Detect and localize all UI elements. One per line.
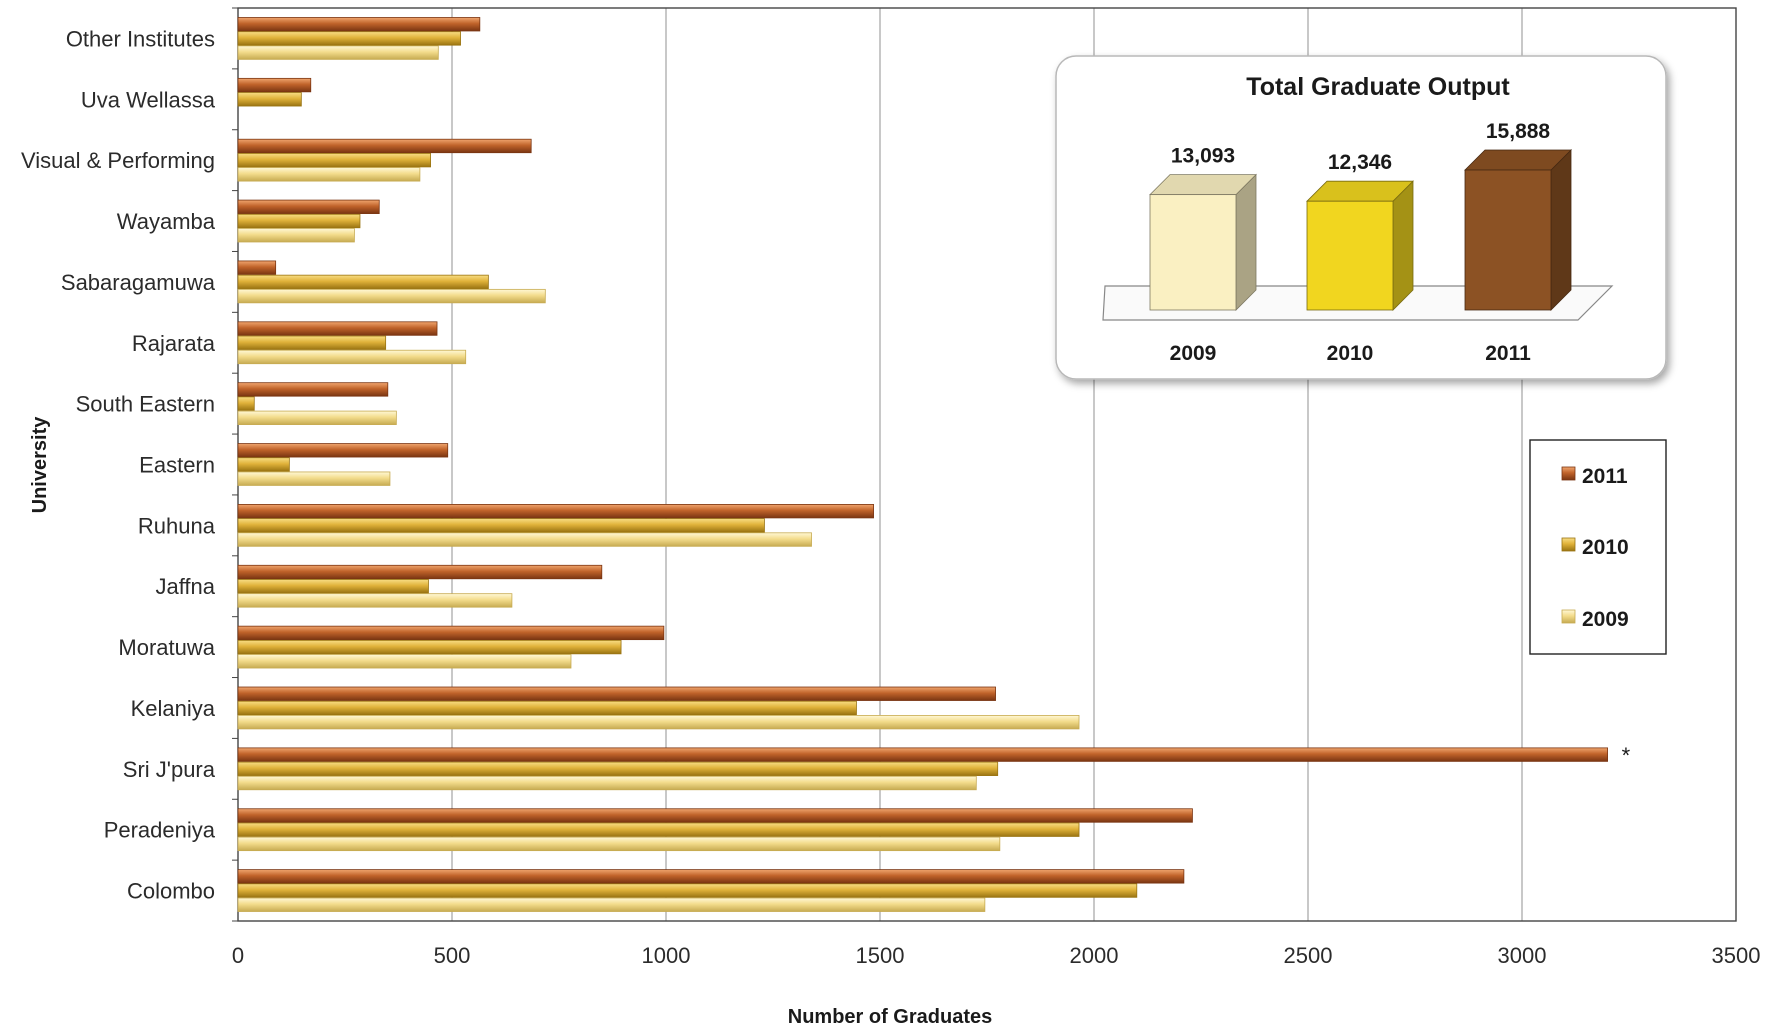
bar-2011 — [238, 626, 664, 640]
legend-swatch-2010 — [1562, 538, 1575, 551]
bar-2011 — [238, 139, 531, 153]
bar-2009 — [238, 46, 438, 60]
bar-2010 — [238, 32, 461, 46]
bar-2010 — [238, 579, 428, 593]
x-tick-label: 2000 — [1070, 943, 1119, 968]
category-label: Kelaniya — [131, 696, 216, 721]
bar-2011 — [238, 870, 1184, 884]
bar-2011 — [238, 687, 996, 701]
bar-2010 — [238, 458, 289, 472]
bar-2009 — [238, 472, 390, 486]
bar-2010 — [238, 93, 301, 107]
inset-year-label: 2010 — [1327, 342, 1374, 365]
inset-bar-side — [1551, 150, 1571, 310]
bar-2011 — [238, 78, 311, 92]
bar-2011 — [238, 383, 388, 397]
legend-swatch-2009 — [1562, 610, 1575, 623]
bar-2010 — [238, 640, 621, 654]
bar-2009 — [238, 168, 420, 182]
bar-2010 — [238, 336, 386, 350]
bar-2011 — [238, 444, 448, 458]
bar-2009 — [238, 533, 812, 547]
bar-2009 — [238, 289, 545, 303]
legend-label-2011: 2011 — [1582, 465, 1628, 488]
x-axis-title: Number of Graduates — [788, 1006, 992, 1028]
bar-2009 — [238, 411, 396, 425]
category-label: South Eastern — [76, 392, 215, 417]
inset-bar-2010 — [1307, 201, 1393, 310]
inset-value-label: 12,346 — [1328, 151, 1392, 174]
inset-title: Total Graduate Output — [1246, 73, 1510, 101]
inset-year-label: 2011 — [1485, 342, 1531, 365]
bar-2010 — [238, 153, 431, 167]
bar-2011 — [238, 565, 602, 579]
inset-value-label: 15,888 — [1486, 120, 1551, 143]
category-label: Sabaragamuwa — [61, 270, 216, 295]
bar-2011 — [238, 504, 874, 517]
legend-label-2010: 2010 — [1582, 536, 1629, 559]
bar-2009 — [238, 228, 354, 242]
category-label: Visual & Performing — [21, 148, 215, 173]
bar-2011 — [238, 261, 276, 275]
x-tick-labels: 0 500 1000 1500 2000 2500 3000 3500 — [232, 943, 1761, 968]
category-label: Sri J'pura — [123, 757, 216, 782]
x-tick-label: 1000 — [642, 943, 691, 968]
bar-2010 — [238, 762, 998, 776]
annotation-asterisk: * — [1622, 743, 1631, 768]
bar-2010 — [238, 884, 1137, 898]
bar-2009 — [238, 837, 1000, 851]
bar-2010 — [238, 701, 856, 715]
x-tick-label: 1500 — [856, 943, 905, 968]
category-label: Eastern — [139, 453, 215, 478]
legend-label-2009: 2009 — [1582, 608, 1629, 631]
inset-chart: Total Graduate Output 13,093 2009 12,346 20… — [1056, 56, 1666, 379]
x-tick-label: 3500 — [1712, 943, 1761, 968]
bar-2010 — [238, 275, 488, 289]
bar-2011 — [238, 322, 437, 336]
bar-2009 — [238, 898, 985, 912]
x-tick-label: 3000 — [1498, 943, 1547, 968]
bar-2011 — [238, 809, 1192, 823]
legend-swatch-2011 — [1562, 467, 1575, 480]
category-label: Rajarata — [132, 331, 216, 356]
bar-2011 — [238, 17, 480, 31]
inset-bar-2009 — [1150, 195, 1236, 310]
category-label: Other Institutes — [66, 26, 215, 51]
bar-2010 — [238, 519, 764, 533]
category-label: Jaffna — [155, 574, 215, 599]
inset-bar-2011 — [1465, 170, 1551, 310]
inset-value-label: 13,093 — [1171, 145, 1235, 168]
bar-2009 — [238, 715, 1079, 729]
category-label: Wayamba — [117, 209, 216, 234]
x-tick-label: 500 — [434, 943, 471, 968]
inset-bar-side — [1236, 175, 1256, 310]
x-tick-label: 0 — [232, 943, 244, 968]
bar-2011 — [238, 748, 1608, 762]
legend: 2011 2010 2009 — [1530, 440, 1666, 654]
bar-2009 — [238, 655, 571, 669]
bar-2011 — [238, 200, 379, 214]
bar-2009 — [238, 594, 512, 608]
x-tick-label: 2500 — [1284, 943, 1333, 968]
bar-2010 — [238, 214, 360, 228]
inset-bar-side — [1393, 181, 1413, 310]
bar-2010 — [238, 823, 1079, 837]
category-label: Peradeniya — [104, 818, 216, 843]
y-axis-title: University — [29, 416, 51, 514]
category-label: Uva Wellassa — [81, 87, 216, 112]
inset-year-label: 2009 — [1170, 342, 1217, 365]
category-label: Ruhuna — [138, 513, 216, 538]
bar-2009 — [238, 776, 976, 790]
category-label: Colombo — [127, 879, 215, 904]
bar-2009 — [238, 350, 466, 364]
bar-2010 — [238, 397, 254, 411]
category-label: Moratuwa — [118, 635, 215, 660]
